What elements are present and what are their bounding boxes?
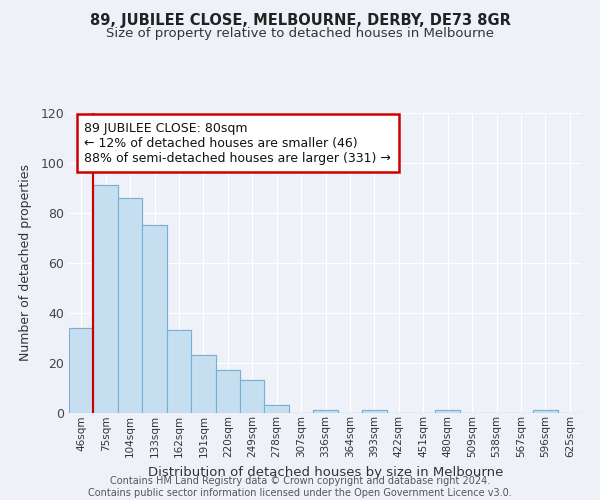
- Bar: [191, 355, 215, 412]
- Bar: [69, 328, 94, 412]
- Text: Contains HM Land Registry data © Crown copyright and database right 2024.: Contains HM Land Registry data © Crown c…: [110, 476, 490, 486]
- Bar: [240, 380, 265, 412]
- Bar: [240, 380, 265, 412]
- Bar: [69, 328, 94, 412]
- Bar: [94, 185, 118, 412]
- Bar: [436, 410, 460, 412]
- Bar: [118, 198, 142, 412]
- Text: 89 JUBILEE CLOSE: 80sqm
← 12% of detached houses are smaller (46)
88% of semi-de: 89 JUBILEE CLOSE: 80sqm ← 12% of detache…: [85, 122, 391, 164]
- Bar: [215, 370, 240, 412]
- Bar: [362, 410, 386, 412]
- Bar: [118, 198, 142, 412]
- Bar: [533, 410, 557, 412]
- X-axis label: Distribution of detached houses by size in Melbourne: Distribution of detached houses by size …: [148, 466, 503, 478]
- Bar: [191, 355, 215, 412]
- Bar: [265, 405, 289, 412]
- Text: Contains public sector information licensed under the Open Government Licence v3: Contains public sector information licen…: [88, 488, 512, 498]
- Bar: [94, 185, 118, 412]
- Bar: [142, 225, 167, 412]
- Bar: [215, 370, 240, 412]
- Bar: [142, 225, 167, 412]
- Bar: [313, 410, 338, 412]
- Bar: [533, 410, 557, 412]
- Bar: [167, 330, 191, 412]
- Y-axis label: Number of detached properties: Number of detached properties: [19, 164, 32, 361]
- Bar: [362, 410, 386, 412]
- Bar: [313, 410, 338, 412]
- Bar: [265, 405, 289, 412]
- Text: Size of property relative to detached houses in Melbourne: Size of property relative to detached ho…: [106, 28, 494, 40]
- Text: 89, JUBILEE CLOSE, MELBOURNE, DERBY, DE73 8GR: 89, JUBILEE CLOSE, MELBOURNE, DERBY, DE7…: [89, 12, 511, 28]
- Bar: [436, 410, 460, 412]
- Bar: [167, 330, 191, 412]
